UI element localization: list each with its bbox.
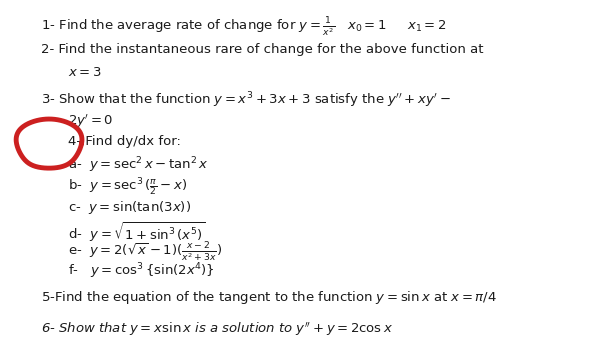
Text: c-  $y = \sin(\tan(3x))$: c- $y = \sin(\tan(3x))$: [68, 199, 191, 216]
Text: 1- Find the average rate of change for $y = \frac{1}{x^2}$   $x_0 = 1$     $x_1 : 1- Find the average rate of change for $…: [41, 16, 447, 39]
Text: d-  $y = \sqrt{1 + \sin^3(x^5)}$: d- $y = \sqrt{1 + \sin^3(x^5)}$: [68, 220, 205, 244]
Text: f-   $y = \cos^3\{\sin(2x^4)\}$: f- $y = \cos^3\{\sin(2x^4)\}$: [68, 261, 215, 281]
Text: e-  $y = 2(\sqrt{x} - 1)(\frac{x-2}{x^2+3x})$: e- $y = 2(\sqrt{x} - 1)(\frac{x-2}{x^2+3…: [68, 240, 222, 264]
Text: $2y^{\prime} = 0$: $2y^{\prime} = 0$: [68, 112, 113, 130]
Text: 4- Find dy/dx for:: 4- Find dy/dx for:: [68, 135, 181, 148]
Text: 5-Find the equation of the tangent to the function $y = \sin x$ at $x = \pi/4$: 5-Find the equation of the tangent to th…: [41, 289, 498, 306]
Text: 6- Show that $y = x\sin x$ is a solution to $y^{\prime\prime} + y = 2\cos x$: 6- Show that $y = x\sin x$ is a solution…: [41, 320, 394, 338]
Text: 3- Show that the function $y = x^3 + 3x + 3$ satisfy the $y^{\prime\prime} + xy^: 3- Show that the function $y = x^3 + 3x …: [41, 90, 452, 110]
Text: $x = 3$: $x = 3$: [68, 66, 102, 79]
Text: 2- Find the instantaneous rare of change for the above function at: 2- Find the instantaneous rare of change…: [41, 43, 484, 56]
Text: b-  $y = \sec^3(\frac{\pi}{2} - x)$: b- $y = \sec^3(\frac{\pi}{2} - x)$: [68, 176, 187, 198]
Text: a-  $y = \sec^2 x - \tan^2 x$: a- $y = \sec^2 x - \tan^2 x$: [68, 156, 209, 175]
